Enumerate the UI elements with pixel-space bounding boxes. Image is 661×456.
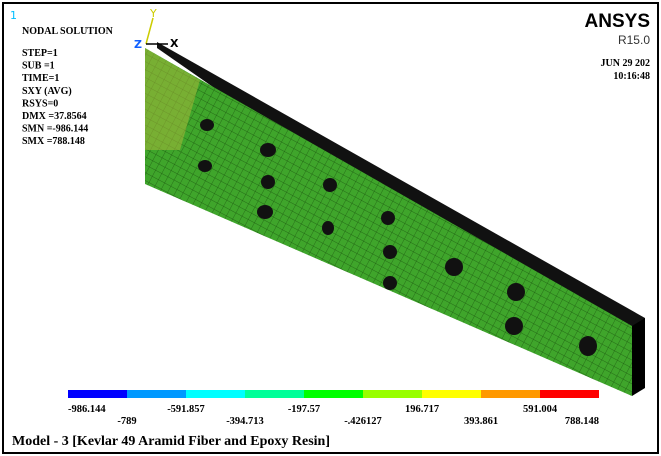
legend-swatch xyxy=(481,390,540,398)
axis-label-y: Y xyxy=(149,7,157,20)
info-line: STEP=1 xyxy=(22,48,58,59)
legend-swatch xyxy=(422,390,481,398)
info-line: DMX =37.8564 xyxy=(22,111,87,122)
date: JUN 29 202 xyxy=(601,58,650,69)
legend-swatch xyxy=(540,390,599,398)
window-number: 1 xyxy=(10,9,17,22)
info-line: SUB =1 xyxy=(22,61,55,72)
time: 10:16:48 xyxy=(613,71,650,82)
legend-label: -.426127 xyxy=(344,416,382,427)
info-line: SMX =788.148 xyxy=(22,136,85,147)
caption: Model - 3 [Kevlar 49 Aramid Fiber and Ep… xyxy=(12,434,330,449)
axis-label-x: X xyxy=(170,37,179,50)
axis-label-z: Z xyxy=(134,38,142,51)
legend-label: -197.57 xyxy=(288,404,320,415)
logo-brand: ANSYS xyxy=(585,11,650,32)
info-line: SXY (AVG) xyxy=(22,86,72,97)
legend-label: -591.857 xyxy=(167,404,205,415)
legend-label: -394.713 xyxy=(226,416,264,427)
legend-swatch xyxy=(363,390,422,398)
legend-label: 196.717 xyxy=(405,404,439,415)
legend-swatch xyxy=(245,390,304,398)
legend-label: -986.144 xyxy=(68,404,106,415)
info-title: NODAL SOLUTION xyxy=(22,26,114,37)
info-line: RSYS=0 xyxy=(22,98,58,109)
legend-label: -789 xyxy=(117,416,136,427)
legend-swatch xyxy=(68,390,127,398)
legend-label: 788.148 xyxy=(565,416,599,427)
screenshot: 1 Y Z X NODAL SOLUTION STEP=1 SUB =1TIME=… xyxy=(0,0,661,456)
plate-side xyxy=(632,318,645,396)
legend-label: 591.004 xyxy=(523,404,558,415)
info-line: SMN =-986.144 xyxy=(22,124,88,135)
legend-label: 393.861 xyxy=(464,416,498,427)
legend-swatch xyxy=(127,390,186,398)
legend-swatch xyxy=(304,390,363,398)
logo-version: R15.0 xyxy=(618,33,650,47)
info-line: TIME=1 xyxy=(22,73,59,84)
legend-swatch xyxy=(186,390,245,398)
